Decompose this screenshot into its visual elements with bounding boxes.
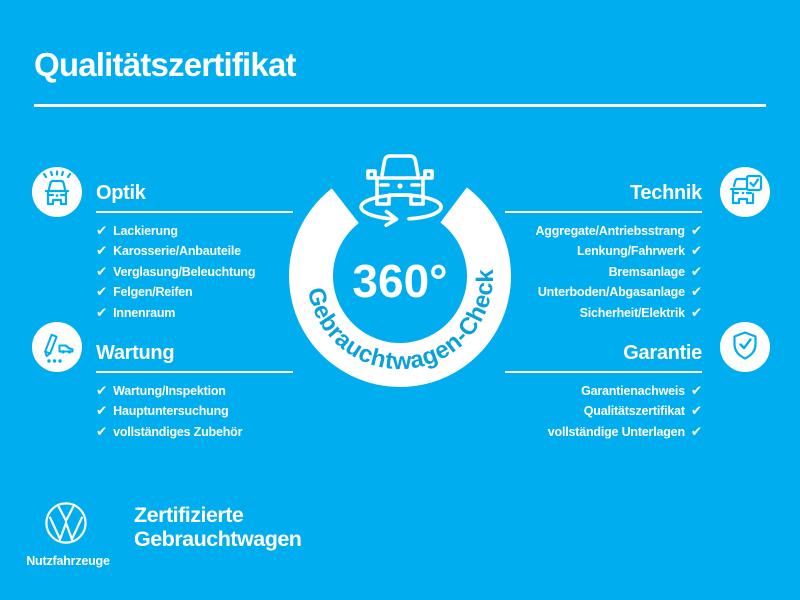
list-item: Bremsanlage ✔ <box>505 262 703 282</box>
checklist: ✔ Lackierung ✔ Karosserie/Anbauteile ✔ Verg… <box>96 221 293 323</box>
check-icon: ✔ <box>96 403 108 419</box>
section-technik: Technik Aggregate/Antriebsstrang ✔ Lenkun… <box>505 182 702 323</box>
check-icon: ✔ <box>96 243 108 259</box>
list-item-label: Felgen/Reifen <box>113 285 193 300</box>
checklist: Garantienachweis ✔ Qualitätszertifikat ✔ v… <box>505 381 702 442</box>
car-check-icon <box>720 167 770 217</box>
check-icon: ✔ <box>96 284 108 300</box>
list-item: Unterboden/Abgasanlage ✔ <box>505 282 702 302</box>
check-icon: ✔ <box>690 243 702 259</box>
list-item: ✔ Felgen/Reifen <box>96 282 293 302</box>
section-divider <box>505 371 702 373</box>
list-item-label: Lackierung <box>113 224 178 238</box>
list-item: ✔ Karosserie/Anbauteile <box>96 241 293 261</box>
section-garantie: Garantie Garantienachweis ✔ Qualitätszert… <box>505 342 702 442</box>
list-item-label: Aggregate/Antriebsstrang <box>535 224 685 238</box>
list-item: Lenkung/Fahrwerk ✔ <box>505 241 702 261</box>
list-item-label: Bremsanlage <box>608 264 686 279</box>
list-item: ✔ Hauptuntersuchung <box>96 401 293 421</box>
list-item-label: Unterboden/Abgasanlage <box>537 285 685 300</box>
checklist: Aggregate/Antriebsstrang ✔ Lenkung/Fahrwe… <box>505 221 702 323</box>
section-title: Garantie <box>623 342 702 364</box>
list-item: ✔ vollständiges Zubehör <box>96 422 293 442</box>
list-item-label: Garantienachweis <box>581 384 685 398</box>
check-icon: ✔ <box>690 403 702 419</box>
check-icon: ✔ <box>690 223 702 238</box>
list-item-label: vollständige Unterlagen <box>547 424 685 439</box>
title-divider <box>34 104 766 107</box>
section-title: Optik <box>96 182 146 204</box>
badge-360-check: Gebrauchtwagen-Check 360° <box>289 154 511 387</box>
list-item: Sicherheit/Elektrik ✔ <box>505 303 703 323</box>
sparkling-car-icon <box>32 167 82 217</box>
page-title: Qualitätszertifikat <box>34 46 297 83</box>
list-item: Garantienachweis ✔ <box>505 381 702 401</box>
check-icon: ✔ <box>690 263 702 279</box>
list-item-label: vollständiges Zubehör <box>113 424 243 439</box>
checklist: ✔ Wartung/Inspektion ✔ Hauptuntersuchung ✔… <box>96 381 293 442</box>
brand-label: Nutzfahrzeuge <box>26 554 110 568</box>
list-item-label: Innenraum <box>113 305 176 320</box>
list-item: vollständige Unterlagen ✔ <box>505 422 702 442</box>
check-icon: ✔ <box>96 423 108 439</box>
list-item: ✔ Wartung/Inspektion <box>96 381 293 401</box>
section-wartung: Wartung ✔ Wartung/Inspektion ✔ Hauptunters… <box>96 342 293 442</box>
vw-logo <box>45 502 87 544</box>
check-icon: ✔ <box>690 284 702 300</box>
badge-value: 360° <box>352 255 447 307</box>
check-icon: ✔ <box>690 304 702 320</box>
tagline-line-2: Gebrauchtwagen <box>134 527 302 551</box>
list-item-label: Wartung/Inspektion <box>113 384 226 398</box>
shield-check-icon <box>720 322 770 372</box>
list-item: ✔ Verglasung/Beleuchtung <box>96 262 293 282</box>
list-item: Qualitätszertifikat ✔ <box>505 401 702 421</box>
list-item: Aggregate/Antriebsstrang ✔ <box>505 221 702 241</box>
list-item-label: Hauptuntersuchung <box>113 404 229 419</box>
tagline-line-1: Zertifizierte <box>134 503 244 527</box>
check-icon: ✔ <box>690 383 702 398</box>
service-checklist-icon <box>32 322 82 372</box>
check-icon: ✔ <box>96 263 108 279</box>
list-item: ✔ Lackierung <box>96 221 293 241</box>
list-item-label: Karosserie/Anbauteile <box>113 244 241 259</box>
check-icon: ✔ <box>96 383 108 398</box>
section-title: Wartung <box>96 342 175 364</box>
section-divider <box>96 211 293 213</box>
section-divider <box>96 371 293 373</box>
list-item-label: Verglasung/Beleuchtung <box>113 264 256 279</box>
section-divider <box>505 211 702 213</box>
check-icon: ✔ <box>96 304 108 320</box>
car-rotation-icon <box>359 154 443 227</box>
list-item: ✔ Innenraum <box>96 303 293 323</box>
list-item-label: Lenkung/Fahrwerk <box>576 244 685 259</box>
list-item-label: Sicherheit/Elektrik <box>579 305 685 320</box>
section-title: Technik <box>630 182 702 204</box>
list-item-label: Qualitätszertifikat <box>583 404 685 419</box>
check-icon: ✔ <box>96 223 108 238</box>
section-optik: Optik ✔ Lackierung ✔ Karosserie/Anbauteile… <box>96 182 293 323</box>
check-icon: ✔ <box>690 423 702 439</box>
footer-tagline: Zertifizierte Gebrauchtwagen <box>134 503 302 551</box>
